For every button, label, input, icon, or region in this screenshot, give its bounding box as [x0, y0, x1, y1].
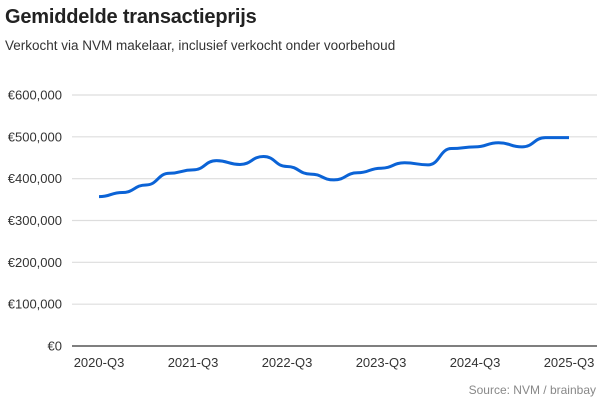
y-tick-label: €400,000	[8, 171, 62, 186]
series-line	[98, 136, 569, 199]
chart-title: Gemiddelde transactieprijs	[5, 6, 257, 28]
x-tick-label: 2025-Q3	[544, 355, 595, 370]
x-tick-label: 2020-Q3	[74, 355, 125, 370]
x-tick-label: 2024-Q3	[450, 355, 501, 370]
y-tick-label: €0	[48, 339, 62, 354]
x-tick-label: 2021-Q3	[168, 355, 219, 370]
x-tick-label: 2022-Q3	[262, 355, 313, 370]
x-tick-label: 2023-Q3	[356, 355, 407, 370]
y-tick-label: €300,000	[8, 213, 62, 228]
y-tick-label: €200,000	[8, 255, 62, 270]
source-note: Source: NVM / brainbay	[468, 383, 596, 397]
chart-subtitle: Verkocht via NVM makelaar, inclusief ver…	[5, 38, 396, 53]
y-tick-label: €600,000	[8, 88, 62, 103]
y-tick-label: €500,000	[8, 129, 62, 144]
y-tick-label: €100,000	[8, 297, 62, 312]
